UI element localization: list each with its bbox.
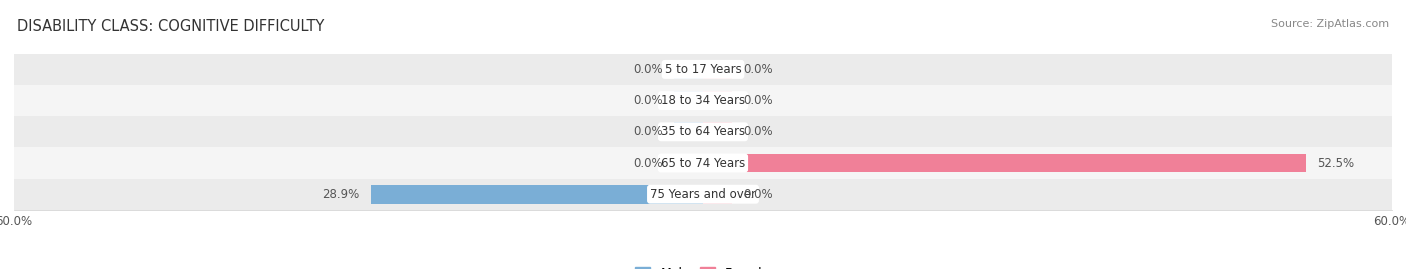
Bar	[14, 85, 1392, 116]
Bar	[703, 154, 1306, 172]
Bar	[14, 54, 1392, 85]
Text: 65 to 74 Years: 65 to 74 Years	[661, 157, 745, 169]
Text: 28.9%: 28.9%	[322, 188, 360, 201]
Text: 75 Years and over: 75 Years and over	[650, 188, 756, 201]
Text: 0.0%: 0.0%	[744, 125, 773, 138]
Text: 0.0%: 0.0%	[633, 94, 662, 107]
Bar	[703, 91, 731, 110]
Text: 0.0%: 0.0%	[633, 125, 662, 138]
Bar	[703, 122, 731, 141]
Text: 5 to 17 Years: 5 to 17 Years	[665, 63, 741, 76]
Bar	[14, 116, 1392, 147]
Text: 0.0%: 0.0%	[744, 94, 773, 107]
Bar	[14, 147, 1392, 179]
Text: 0.0%: 0.0%	[633, 157, 662, 169]
Text: 0.0%: 0.0%	[744, 188, 773, 201]
Bar	[675, 154, 703, 172]
Text: Source: ZipAtlas.com: Source: ZipAtlas.com	[1271, 19, 1389, 29]
Bar	[703, 185, 731, 204]
Text: DISABILITY CLASS: COGNITIVE DIFFICULTY: DISABILITY CLASS: COGNITIVE DIFFICULTY	[17, 19, 325, 34]
Legend: Male, Female: Male, Female	[630, 262, 776, 269]
Bar	[703, 60, 731, 79]
Text: 18 to 34 Years: 18 to 34 Years	[661, 94, 745, 107]
Bar	[14, 179, 1392, 210]
Text: 0.0%: 0.0%	[633, 63, 662, 76]
Bar	[675, 91, 703, 110]
Bar	[371, 185, 703, 204]
Bar	[675, 122, 703, 141]
Bar	[675, 60, 703, 79]
Text: 0.0%: 0.0%	[744, 63, 773, 76]
Text: 35 to 64 Years: 35 to 64 Years	[661, 125, 745, 138]
Text: 52.5%: 52.5%	[1317, 157, 1354, 169]
